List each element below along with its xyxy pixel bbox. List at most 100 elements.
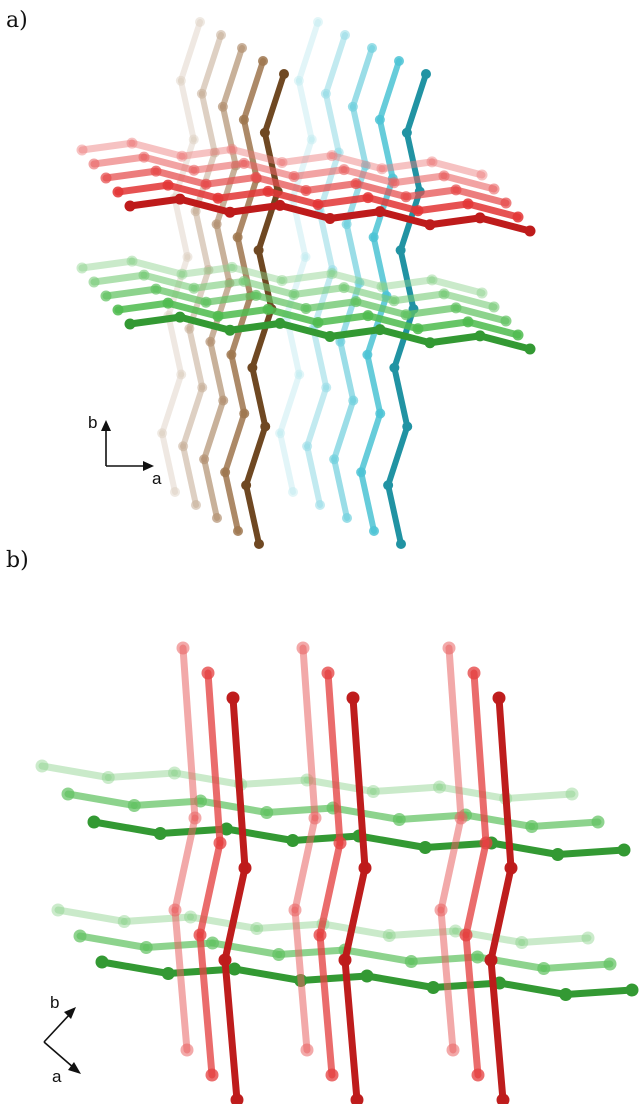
green-layer-bottom-rod <box>341 946 415 965</box>
green-layer-node <box>76 262 88 274</box>
brown-sheet-rod <box>255 188 281 254</box>
green-layer-node <box>426 274 438 286</box>
cyan-sheet-node <box>375 408 386 419</box>
red-pillar-node <box>358 861 372 875</box>
green-layer-rod <box>464 318 522 339</box>
red-layer-rod <box>102 167 160 182</box>
brown-sheet-node <box>260 421 271 432</box>
cyan-sheet-node <box>369 526 379 536</box>
green-layer-rod <box>276 319 334 340</box>
brown-sheet-rod <box>219 45 245 110</box>
brown-sheet-node <box>232 232 243 243</box>
green-layer-rod <box>476 332 534 353</box>
red-pillar-node <box>325 1068 339 1082</box>
green-layer-bottom-rod <box>253 920 327 932</box>
red-layer-rod <box>452 186 510 207</box>
brown-sheet-rod <box>234 234 254 299</box>
red-pillar-node <box>313 928 327 942</box>
brown-sheet-rod <box>171 195 191 260</box>
brown-sheet-node <box>216 30 226 40</box>
green-layer-node <box>424 337 436 349</box>
red-layer-node <box>388 177 400 189</box>
green-layer-top-node <box>565 787 579 801</box>
green-layer-bottom-node <box>603 957 617 971</box>
red-pillar-node <box>213 836 227 850</box>
red-pillar-node <box>288 903 302 917</box>
green-layer-bottom-node <box>206 936 219 950</box>
green-layer-rod <box>402 304 460 319</box>
cyan-sheet-node <box>389 362 400 373</box>
cyan-sheet-rod <box>310 325 330 391</box>
green-layer-top-rod <box>130 797 204 809</box>
green-layer-node <box>474 330 486 342</box>
green-layer-rod <box>176 313 234 334</box>
red-pillar-node <box>496 1093 510 1104</box>
cyan-sheet-node <box>367 43 377 53</box>
red-pillar-rod <box>462 931 482 1079</box>
cyan-sheet-node <box>333 147 344 158</box>
red-pillar-node <box>296 641 310 655</box>
green-layer-top-rod <box>488 839 562 858</box>
brown-sheet-rod <box>192 208 212 273</box>
red-layer-node <box>412 205 424 217</box>
red-layer-rod <box>378 158 436 173</box>
green-layer-rod <box>140 271 198 292</box>
red-pillar-node <box>467 666 481 680</box>
green-layer-rod <box>164 299 222 320</box>
cyan-sheet-rod <box>316 208 336 273</box>
green-layer-node <box>124 318 136 330</box>
green-layer-rod <box>78 257 136 272</box>
green-layer-top-node <box>366 785 380 798</box>
axis-a-label-b: a <box>52 1067 62 1086</box>
brown-sheet-rod <box>261 71 287 136</box>
green-layer-node <box>500 315 512 327</box>
red-layer-rod <box>140 153 198 174</box>
green-layer-node <box>174 311 186 323</box>
axis-b-label: b <box>88 413 97 432</box>
red-layer-node <box>250 171 262 183</box>
red-layer-rod <box>314 194 372 208</box>
red-pillar-node <box>454 811 468 825</box>
brown-sheet-node <box>205 336 216 347</box>
green-layer-node <box>88 276 100 288</box>
green-layer-top-node <box>260 806 274 819</box>
brown-sheet-node <box>241 480 252 491</box>
red-layer-node <box>350 178 362 190</box>
panel-a-label: a) <box>6 8 28 33</box>
green-layer-bottom-rod <box>540 960 614 972</box>
red-pillar-rod <box>470 669 490 847</box>
green-layer-top-rod <box>502 790 576 802</box>
cyan-sheet-rod <box>331 456 350 521</box>
red-layer-node <box>124 200 136 212</box>
brown-sheet-node <box>218 395 229 406</box>
red-layer-node <box>288 171 300 182</box>
green-layer-top-rod <box>64 790 138 809</box>
cyan-sheet-rod <box>304 384 330 450</box>
brown-sheet-rod <box>198 32 224 97</box>
green-layer-rod <box>426 332 484 347</box>
green-layer-rod <box>90 271 148 286</box>
green-layer-bottom-node <box>515 936 529 949</box>
green-layer-rod <box>326 326 384 340</box>
green-layer-rod <box>178 263 236 278</box>
green-layer-bottom-rod <box>209 939 283 958</box>
green-layer-bottom-rod <box>496 979 570 998</box>
green-layer-bottom-node <box>559 988 573 1001</box>
axis-a-arrowhead <box>143 461 154 471</box>
green-layer-top-node <box>418 841 432 854</box>
axis-a-arrowhead-b <box>68 1062 81 1074</box>
green-layer-node <box>188 282 200 294</box>
green-layer-bottom-node <box>73 929 87 943</box>
green-layer-top-node <box>286 834 300 847</box>
red-layer-rod <box>326 208 384 222</box>
green-layer-top-rod <box>263 804 337 816</box>
brown-sheet-node <box>188 134 199 145</box>
red-layer-node <box>76 144 88 156</box>
red-pillar-rod <box>495 694 515 872</box>
red-layer-rod <box>176 195 234 216</box>
brown-sheet-node <box>253 245 264 256</box>
brown-sheet-rod <box>177 19 203 84</box>
green-layer-bottom-node <box>449 924 462 938</box>
red-layer-rod <box>352 180 410 201</box>
cyan-sheet-rod <box>277 430 296 495</box>
